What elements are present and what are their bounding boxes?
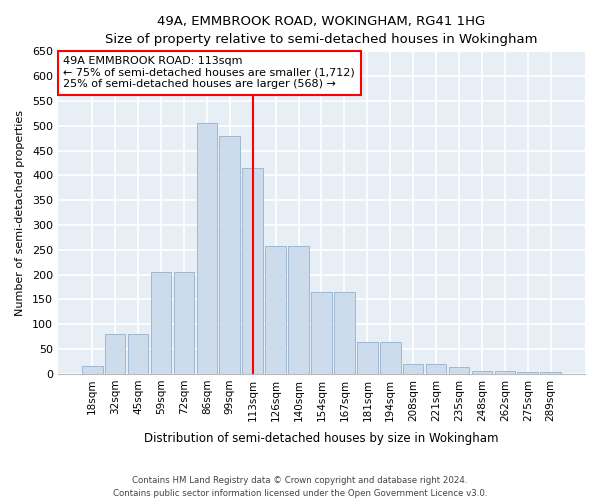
- Bar: [128, 334, 148, 374]
- Bar: [380, 342, 401, 374]
- Bar: [357, 342, 377, 374]
- Bar: [334, 292, 355, 374]
- Bar: [517, 372, 538, 374]
- Title: 49A, EMMBROOK ROAD, WOKINGHAM, RG41 1HG
Size of property relative to semi-detach: 49A, EMMBROOK ROAD, WOKINGHAM, RG41 1HG …: [105, 15, 538, 46]
- Y-axis label: Number of semi-detached properties: Number of semi-detached properties: [15, 110, 25, 316]
- Bar: [242, 168, 263, 374]
- Bar: [403, 364, 424, 374]
- Bar: [197, 124, 217, 374]
- Bar: [173, 272, 194, 374]
- Bar: [472, 372, 492, 374]
- Bar: [426, 364, 446, 374]
- Bar: [494, 372, 515, 374]
- Text: Contains HM Land Registry data © Crown copyright and database right 2024.
Contai: Contains HM Land Registry data © Crown c…: [113, 476, 487, 498]
- X-axis label: Distribution of semi-detached houses by size in Wokingham: Distribution of semi-detached houses by …: [144, 432, 499, 445]
- Bar: [82, 366, 103, 374]
- Bar: [220, 136, 240, 374]
- Text: 49A EMMBROOK ROAD: 113sqm
← 75% of semi-detached houses are smaller (1,712)
25% : 49A EMMBROOK ROAD: 113sqm ← 75% of semi-…: [63, 56, 355, 90]
- Bar: [265, 246, 286, 374]
- Bar: [288, 246, 309, 374]
- Bar: [541, 372, 561, 374]
- Bar: [311, 292, 332, 374]
- Bar: [105, 334, 125, 374]
- Bar: [151, 272, 171, 374]
- Bar: [449, 368, 469, 374]
